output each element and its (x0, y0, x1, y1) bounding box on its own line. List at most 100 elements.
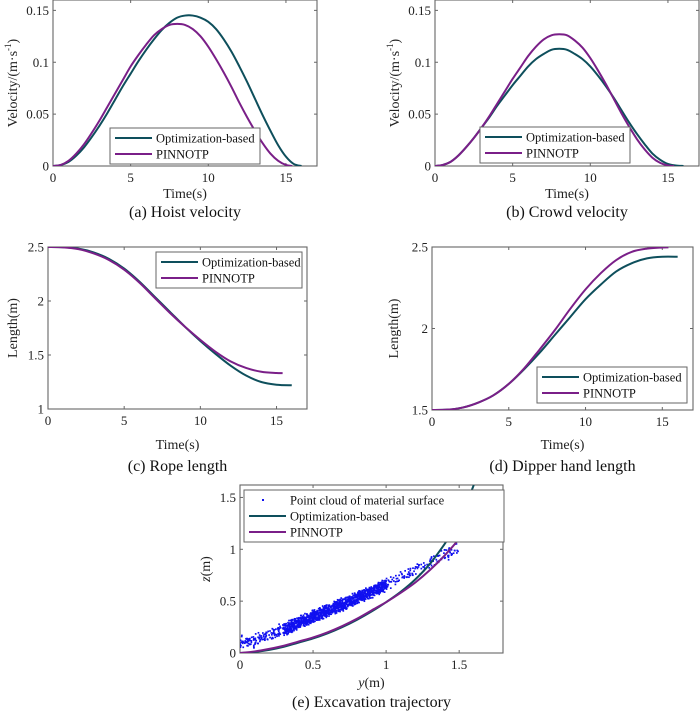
point-cloud-point (268, 634, 270, 636)
point-cloud-point (411, 572, 414, 575)
point-cloud-point (248, 639, 251, 642)
point-cloud-point (409, 567, 412, 570)
y-axis-label-close: ) (388, 38, 403, 43)
y-axis-label: Velocity/(m·s-1) (385, 38, 403, 127)
point-cloud-point (429, 560, 431, 562)
point-cloud-point (345, 601, 348, 604)
legend-label: PINNOTP (583, 387, 636, 401)
y-tick-label: 0 (425, 159, 432, 174)
point-cloud-point (366, 597, 369, 600)
legend-box (109, 127, 261, 165)
point-cloud-point (321, 609, 324, 612)
y-axis-label-text: Length(m) (387, 298, 402, 358)
point-cloud-point (318, 614, 321, 617)
point-cloud-point (326, 604, 328, 606)
point-cloud-point (286, 630, 288, 633)
point-cloud-point (371, 593, 373, 596)
point-cloud-point (252, 639, 255, 641)
point-cloud-point (323, 606, 326, 608)
point-cloud-point (342, 610, 345, 612)
point-cloud-point (297, 621, 300, 624)
point-cloud-point (445, 549, 448, 551)
point-cloud-point (350, 596, 353, 598)
point-cloud-point (335, 610, 337, 613)
y-tick-label: 1.5 (412, 403, 428, 418)
point-cloud-point (324, 610, 327, 613)
point-cloud-point (310, 612, 313, 614)
point-cloud-point (266, 638, 269, 641)
point-cloud-point (378, 593, 381, 596)
point-cloud-point (284, 623, 287, 625)
point-cloud-point (256, 642, 259, 645)
point-cloud-point (367, 593, 370, 596)
y-axis-label-unit: (m) (199, 556, 214, 577)
point-cloud-point (391, 578, 394, 581)
point-cloud-point (328, 615, 330, 617)
point-cloud-point (341, 606, 343, 608)
point-cloud-point (240, 644, 242, 647)
point-cloud-point (449, 551, 451, 554)
point-cloud-point (376, 591, 378, 593)
point-cloud-point (324, 607, 326, 610)
x-tick-label: 0 (432, 170, 439, 185)
subplot-caption: (c) Rope length (128, 458, 228, 475)
x-axis-label: Time(s) (156, 438, 200, 453)
point-cloud-point (351, 601, 353, 604)
point-cloud-point (349, 598, 352, 600)
point-cloud-point (369, 591, 371, 594)
legend-marker-point (262, 499, 264, 501)
point-cloud-point (322, 612, 325, 614)
point-cloud-point (330, 609, 333, 612)
point-cloud-point (291, 619, 293, 621)
point-cloud-point (408, 574, 411, 576)
point-cloud-point (364, 590, 367, 592)
legend-label: Optimization-based (290, 510, 389, 524)
point-cloud-point (372, 593, 375, 596)
point-cloud-point (407, 568, 410, 570)
y-tick-label: 0.05 (408, 107, 431, 122)
point-cloud-point (330, 606, 332, 608)
point-cloud-point (375, 586, 378, 589)
point-cloud-point (365, 588, 368, 591)
point-cloud-point (346, 605, 349, 608)
point-cloud-point (308, 616, 310, 618)
point-cloud-point (329, 609, 331, 612)
y-tick-label: 0.5 (220, 594, 236, 609)
point-cloud-point (430, 556, 433, 558)
point-cloud-point (242, 641, 245, 644)
point-cloud-point (306, 619, 308, 622)
y-tick-label: 2 (422, 321, 429, 336)
subplot-a: 0 5 10 15 0 0.05 0.1 0.15 Optimization-based PINN… (3, 0, 318, 221)
point-cloud-point (274, 633, 277, 636)
point-cloud-point (277, 632, 280, 635)
point-cloud-point (307, 620, 310, 622)
point-cloud-point (363, 589, 366, 591)
point-cloud-point (304, 616, 306, 619)
point-cloud-point (293, 624, 295, 627)
point-cloud-point (384, 587, 387, 589)
point-cloud-point (338, 609, 341, 612)
point-cloud-point (456, 552, 458, 554)
point-cloud-point (348, 602, 351, 605)
legend-label: PINNOTP (202, 272, 255, 286)
point-cloud-point (254, 643, 256, 646)
point-cloud-point (325, 607, 328, 610)
point-cloud-point (297, 626, 300, 629)
point-cloud-point (293, 617, 296, 620)
point-cloud-point (339, 603, 341, 606)
point-cloud-point (319, 610, 321, 612)
point-cloud-point (321, 605, 324, 607)
point-cloud-point (370, 594, 372, 596)
point-cloud-point (325, 612, 328, 615)
point-cloud-point (328, 608, 330, 610)
point-cloud-point (348, 604, 351, 606)
point-cloud-point (322, 610, 324, 613)
point-cloud-point (298, 620, 301, 623)
point-cloud-point (414, 573, 417, 575)
point-cloud-point (353, 594, 356, 597)
point-cloud-point (384, 585, 387, 588)
point-cloud-point (422, 562, 425, 564)
x-tick-label: 1 (383, 657, 390, 672)
point-cloud-point (403, 576, 406, 578)
point-cloud-point (416, 563, 419, 565)
